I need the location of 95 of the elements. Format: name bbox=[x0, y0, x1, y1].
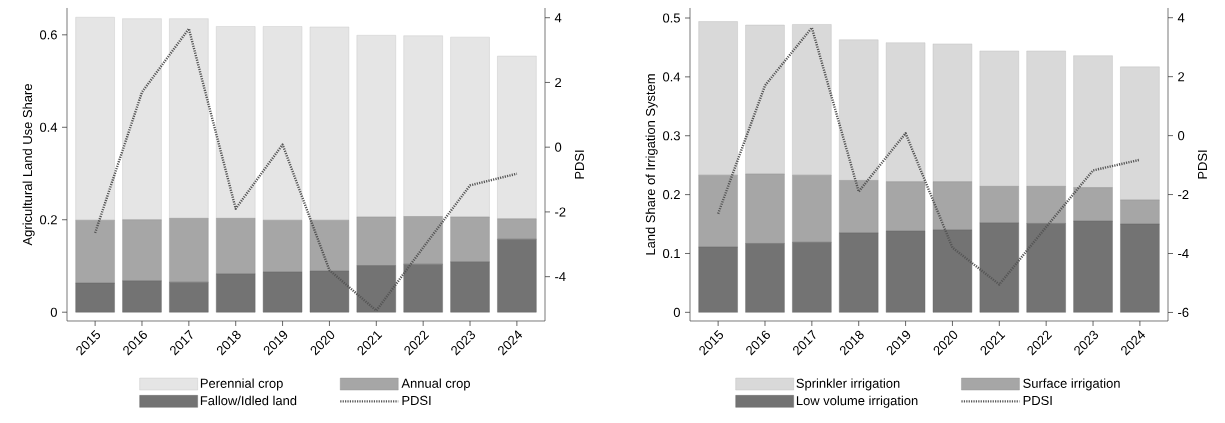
legend-label: Fallow/Idled land bbox=[200, 395, 297, 406]
y2-tick-label: -6 bbox=[1178, 307, 1189, 318]
bar bbox=[1026, 50, 1066, 187]
y-tick-label: 0.6 bbox=[39, 30, 57, 40]
y2-tick-label: 0 bbox=[1178, 131, 1185, 141]
legend-label: Low volume irrigation bbox=[796, 395, 918, 408]
y2-tick-label: -2 bbox=[555, 207, 566, 217]
bar bbox=[1120, 66, 1160, 201]
bar bbox=[1073, 220, 1113, 313]
bar bbox=[403, 216, 443, 265]
bar bbox=[885, 42, 926, 182]
bar bbox=[885, 230, 926, 313]
bar bbox=[698, 246, 738, 313]
bar bbox=[1073, 55, 1113, 188]
y2-axis-title: PDSI bbox=[1197, 150, 1208, 179]
y-axis-title: Land Share of Irrigation System bbox=[645, 74, 658, 255]
y2-axis-title: PDSI bbox=[574, 150, 585, 179]
bar bbox=[979, 50, 1019, 187]
bar bbox=[262, 271, 303, 313]
bar bbox=[450, 261, 490, 313]
bar bbox=[309, 26, 350, 221]
y2-tick-label: 4 bbox=[554, 13, 562, 23]
bar bbox=[122, 280, 162, 313]
bar bbox=[169, 18, 209, 219]
y2-tick-label: -2 bbox=[1178, 190, 1189, 200]
bar bbox=[745, 243, 785, 313]
y-axis-title: Agricultural Land Use Share bbox=[22, 84, 35, 246]
bar bbox=[839, 180, 879, 234]
legend-label: Surface irrigation bbox=[1023, 378, 1120, 391]
bar bbox=[75, 17, 115, 221]
bar bbox=[839, 232, 879, 313]
y-tick-label: 0.2 bbox=[39, 215, 57, 225]
bar bbox=[169, 281, 209, 313]
bar bbox=[75, 282, 115, 313]
bar bbox=[698, 21, 738, 176]
bar bbox=[1120, 223, 1160, 313]
bar bbox=[216, 26, 256, 219]
bar bbox=[497, 238, 537, 313]
bar bbox=[932, 43, 973, 182]
y2-tick-label: 2 bbox=[555, 77, 562, 87]
bar bbox=[122, 219, 162, 281]
line-series bbox=[93, 27, 519, 312]
bar bbox=[745, 24, 785, 175]
bar bbox=[792, 242, 832, 313]
bar bbox=[1120, 199, 1160, 225]
y-tick-label: 0.4 bbox=[39, 122, 58, 132]
legend-label: PDSI bbox=[1023, 395, 1052, 406]
y-tick-label: 0.4 bbox=[662, 72, 681, 82]
bar bbox=[356, 35, 396, 218]
bar bbox=[979, 186, 1019, 224]
y2-tick-label: 4 bbox=[1177, 13, 1185, 23]
bar bbox=[1026, 186, 1066, 224]
bar bbox=[122, 18, 162, 220]
bar bbox=[403, 263, 443, 313]
bar bbox=[885, 181, 926, 232]
bar bbox=[75, 220, 115, 284]
bar bbox=[169, 218, 209, 283]
legend-label: Perennial crop bbox=[200, 378, 283, 391]
bar bbox=[792, 174, 832, 243]
y2-tick-label: 2 bbox=[1178, 72, 1185, 82]
bar bbox=[745, 173, 785, 244]
bar bbox=[979, 222, 1019, 313]
bar bbox=[792, 24, 832, 176]
bar bbox=[262, 220, 303, 273]
bar bbox=[932, 229, 973, 313]
bar bbox=[309, 270, 350, 313]
legend-label: Sprinkler irrigation bbox=[796, 378, 900, 391]
bar bbox=[403, 35, 443, 217]
bar bbox=[216, 273, 256, 313]
bar bbox=[262, 26, 303, 221]
bar bbox=[932, 181, 973, 231]
y2-tick-label: -4 bbox=[1178, 249, 1189, 258]
bar bbox=[356, 265, 396, 313]
legend-label: Annual crop bbox=[401, 378, 470, 391]
bar bbox=[216, 218, 256, 275]
bar bbox=[450, 36, 490, 218]
bar bbox=[356, 216, 396, 266]
y-tick-label: 0.2 bbox=[662, 190, 680, 200]
bar bbox=[497, 218, 537, 240]
y-tick-label: 0.3 bbox=[662, 131, 680, 141]
legend-label: PDSI bbox=[402, 395, 431, 406]
bar bbox=[1073, 187, 1113, 222]
bar bbox=[309, 220, 350, 272]
y-tick-label: 0.1 bbox=[662, 248, 680, 259]
bar bbox=[839, 39, 879, 181]
bar bbox=[1026, 223, 1066, 313]
line-series bbox=[716, 26, 1142, 286]
bar bbox=[450, 216, 490, 263]
y2-tick-label: 0 bbox=[555, 142, 562, 152]
y2-tick-label: -4 bbox=[555, 272, 566, 282]
bar bbox=[698, 174, 738, 248]
y-tick-label: 0.5 bbox=[662, 13, 680, 23]
y-tick-label: 0 bbox=[673, 307, 680, 317]
bar bbox=[497, 55, 537, 220]
y-tick-label: 0 bbox=[50, 307, 57, 317]
